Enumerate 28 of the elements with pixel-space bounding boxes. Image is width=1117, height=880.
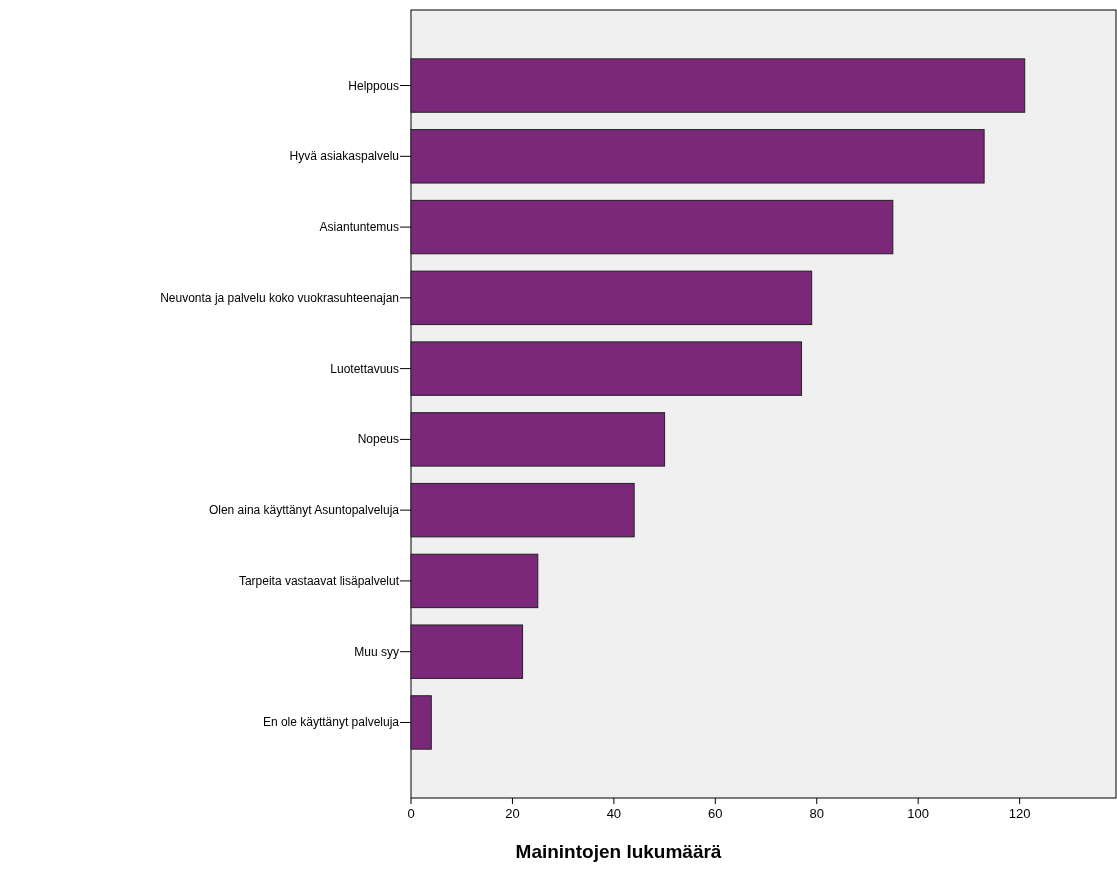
y-tick-label: Tarpeita vastaavat lisäpalvelut <box>238 573 400 588</box>
bar <box>410 199 894 255</box>
x-axis-title: Mainintojen lukumäärä <box>515 841 722 862</box>
x-tick-label: 0 <box>407 806 415 821</box>
bar <box>410 412 666 467</box>
y-tick-label: Helppous <box>348 78 399 93</box>
x-tick-label: 100 <box>907 806 930 821</box>
bar <box>410 695 432 750</box>
bar <box>410 58 1026 113</box>
x-tick-label: 20 <box>505 806 520 821</box>
y-tick-label: Luotettavuus <box>330 361 399 376</box>
x-tick-label: 120 <box>1008 806 1031 821</box>
bar <box>410 270 813 326</box>
y-tick-label: Muu syy <box>354 644 399 659</box>
x-tick-label: 80 <box>809 806 824 821</box>
bar <box>410 341 803 396</box>
y-tick-label: Asiantuntemus <box>319 220 399 235</box>
x-tick-label: 60 <box>708 806 723 821</box>
x-tick-label: 40 <box>606 806 622 821</box>
y-tick-label: Neuvonta ja palvelu koko vuokrasuhteenajan <box>160 290 399 305</box>
y-tick-label: Olen aina käyttänyt Asuntopalveluja <box>208 503 400 518</box>
bar <box>410 482 635 538</box>
y-tick-label: En ole käyttänyt palveluja <box>262 715 400 730</box>
y-tick-label: Hyvä asiakaspalvelu <box>289 149 399 164</box>
bar <box>410 553 539 609</box>
bar <box>410 129 985 184</box>
y-tick-label: Nopeus <box>357 432 399 447</box>
bar <box>410 624 524 679</box>
